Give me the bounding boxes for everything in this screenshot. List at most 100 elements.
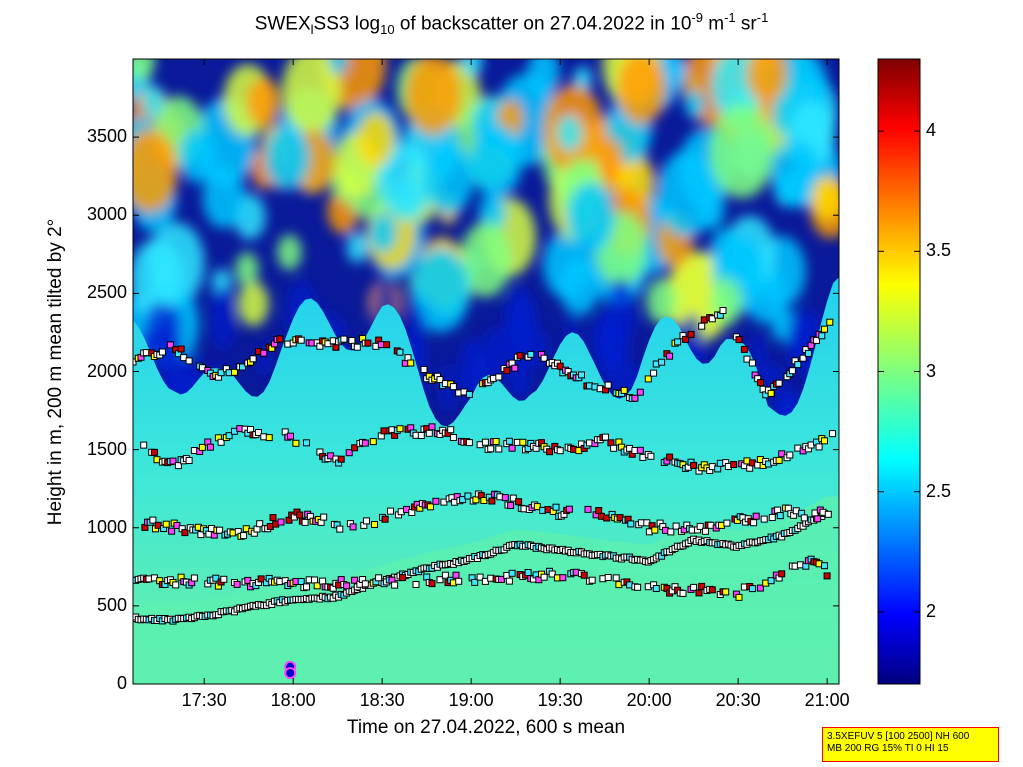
cirrus-structure	[697, 189, 725, 230]
layer-marker	[158, 348, 166, 356]
layer-marker	[216, 526, 224, 534]
layer-marker	[501, 494, 509, 502]
layer-marker	[666, 352, 674, 360]
layer-marker	[702, 527, 709, 535]
cirrus-structure	[710, 228, 743, 276]
layer-marker	[239, 363, 246, 371]
layer-marker	[556, 447, 564, 455]
layer-marker	[778, 450, 786, 458]
layer-marker	[698, 322, 706, 330]
layer-marker	[800, 514, 808, 522]
layer-marker	[588, 576, 596, 584]
layer-marker	[776, 512, 784, 520]
layer-marker	[735, 593, 743, 601]
layer-marker	[185, 357, 193, 365]
layer-marker	[240, 532, 248, 540]
layer-marker	[552, 503, 560, 511]
cirrus-structure	[264, 124, 310, 191]
layer-marker	[371, 521, 378, 528]
layer-marker	[814, 515, 822, 523]
layer-marker	[412, 581, 420, 588]
y-tick-label: 2500	[86, 282, 127, 303]
layer-marker	[667, 528, 675, 536]
layer-marker	[756, 379, 764, 387]
layer-marker	[313, 582, 321, 590]
layer-marker	[603, 514, 611, 522]
cirrus-structure	[133, 239, 184, 319]
layer-marker	[249, 355, 257, 363]
layer-marker	[449, 434, 457, 441]
cirrus-structure	[178, 129, 217, 184]
layer-marker	[584, 505, 592, 513]
layer-marker	[760, 515, 768, 523]
layer-marker	[698, 582, 706, 590]
layer-marker	[752, 512, 760, 520]
cirrus-structure	[566, 182, 615, 253]
layer-marker	[794, 361, 802, 369]
x-tick-label: 19:00	[448, 690, 494, 710]
layer-marker	[320, 513, 328, 521]
cirrus-structure	[461, 59, 483, 76]
layer-marker	[497, 575, 505, 583]
cirrus-structure	[470, 124, 522, 199]
colorbar-tick-label: 3	[926, 360, 937, 381]
layer-marker	[546, 448, 553, 456]
cirrus-structure	[597, 138, 623, 176]
layer-marker	[631, 394, 639, 402]
cirrus-structure	[424, 142, 475, 215]
layer-marker	[674, 338, 682, 346]
y-tick-label: 3000	[86, 204, 127, 225]
cirrus-structure	[811, 175, 839, 221]
layer-marker	[353, 343, 361, 351]
layer-marker	[481, 438, 489, 446]
layer-marker	[821, 437, 828, 445]
layer-marker	[505, 577, 513, 585]
layer-marker	[233, 580, 241, 588]
layer-marker	[172, 581, 180, 589]
cirrus-structure	[460, 222, 512, 298]
layer-marker	[580, 571, 588, 579]
layer-marker	[417, 432, 425, 439]
layer-marker	[212, 574, 220, 582]
layer-marker	[778, 570, 786, 578]
layer-marker	[690, 583, 698, 591]
cirrus-structure	[235, 252, 259, 287]
layer-marker	[292, 439, 300, 447]
layer-marker	[349, 523, 357, 531]
layer-marker	[276, 335, 284, 343]
layer-marker	[644, 375, 652, 383]
layer-marker	[231, 368, 238, 376]
layer-marker	[428, 423, 436, 431]
colorbar	[877, 58, 921, 685]
cirrus-structure	[556, 114, 583, 152]
layer-marker	[610, 444, 618, 452]
layer-marker	[348, 337, 356, 344]
y-tick-label: 0	[116, 673, 127, 693]
x-tick-label: 19:30	[537, 690, 583, 710]
y-axis-label: Height in m, 200 m mean tilted by 2°	[45, 218, 66, 526]
layer-marker	[168, 527, 176, 535]
layer-marker	[396, 425, 404, 433]
layer-marker	[169, 457, 177, 465]
layer-marker	[449, 383, 457, 391]
layer-marker	[225, 432, 233, 440]
layer-marker	[548, 570, 556, 578]
cirrus-structure	[356, 111, 395, 168]
cirrus-structure	[685, 90, 705, 119]
layer-marker	[647, 452, 655, 460]
layer-marker	[495, 373, 503, 381]
layer-marker	[340, 335, 348, 343]
layer-marker	[369, 438, 377, 446]
layer-marker	[177, 345, 185, 353]
layer-marker	[735, 336, 743, 344]
x-tick-label: 20:00	[626, 690, 672, 710]
cirrus-structure	[141, 84, 165, 119]
layer-marker	[723, 519, 731, 527]
layer-marker	[427, 503, 434, 511]
cirrus-structure	[133, 59, 155, 81]
layer-marker	[682, 335, 690, 343]
layer-marker	[364, 339, 372, 347]
layer-marker	[303, 439, 310, 447]
layer-marker	[750, 519, 758, 527]
layer-marker	[465, 439, 473, 447]
